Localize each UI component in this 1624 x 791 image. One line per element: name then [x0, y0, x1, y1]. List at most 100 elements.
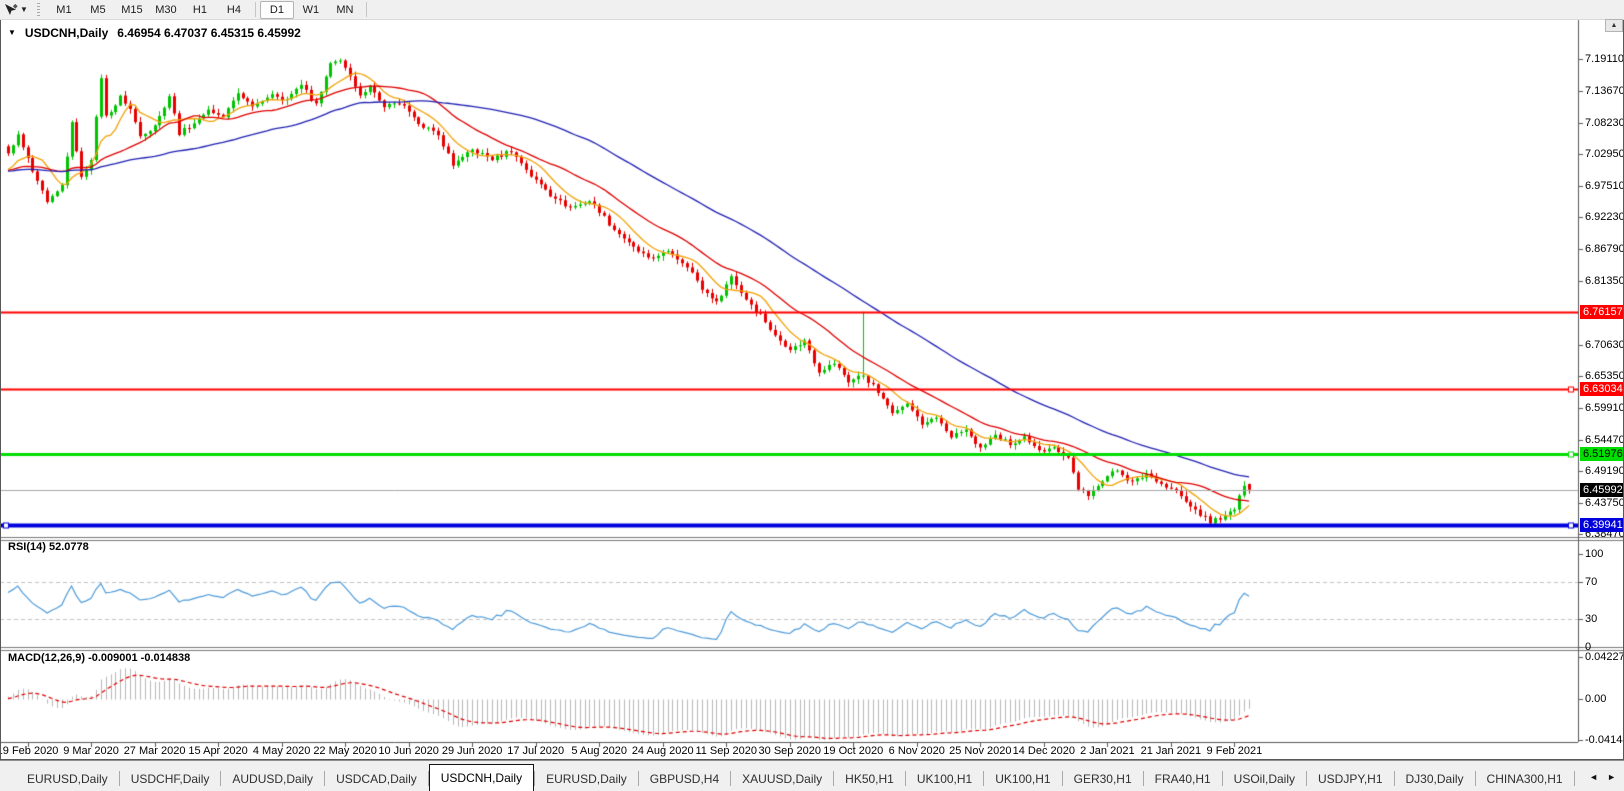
macd-axis-label: 0.00 — [1585, 693, 1607, 705]
date-axis-label: 17 Jul 2020 — [507, 745, 565, 757]
tab-separator — [833, 771, 835, 786]
chart-header: ▼ USDCNH,Daily 6.46954 6.47037 6.45315 6… — [8, 26, 301, 40]
tab-separator — [904, 771, 906, 786]
symbol-tab-hk50-h1[interactable]: HK50,H1 — [845, 772, 894, 786]
tab-separator — [1306, 771, 1308, 786]
symbol-tab-gbpusd-h4[interactable]: GBPUSD,H4 — [649, 772, 720, 786]
date-axis-label: 11 Sep 2020 — [695, 745, 758, 757]
tab-separator — [1393, 771, 1395, 786]
price-axis-label: 7.19110 — [1585, 53, 1624, 65]
timeframe-mn-button[interactable]: MN — [336, 3, 354, 16]
symbol-tab-china300-h1[interactable]: CHINA300,H1 — [1486, 772, 1563, 786]
price-axis-label: 6.65350 — [1585, 370, 1624, 382]
price-axis-label: 7.08230 — [1585, 117, 1624, 129]
price-axis-label: 6.97510 — [1585, 180, 1624, 192]
price-axis-label: 6.49190 — [1585, 465, 1624, 477]
symbol-tab-uk100-h1[interactable]: UK100,H1 — [916, 772, 973, 786]
date-axis-label: 9 Feb 2021 — [1206, 745, 1263, 757]
chart-symbol-label: USDCNH,Daily — [24, 26, 109, 40]
macd-axis-label: 0.042275 — [1585, 651, 1624, 663]
date-axis-label: 10 Jun 2020 — [378, 745, 439, 757]
rsi-axis-label: 0 — [1585, 641, 1592, 653]
rsi-indicator-label: RSI(14) 52.0778 — [8, 541, 89, 553]
date-axis-label: 2 Jan 2021 — [1080, 745, 1135, 757]
toolbar-separator — [365, 2, 367, 17]
symbol-tab-dj30-daily[interactable]: DJ30,Daily — [1405, 772, 1464, 786]
timeframe-m5-button[interactable]: M5 — [90, 3, 106, 16]
tab-separator — [1142, 771, 1144, 786]
symbol-tab-eurusd-daily[interactable]: EURUSD,Daily — [27, 772, 108, 786]
price-axis-label: 6.86790 — [1585, 243, 1624, 255]
tab-separator — [427, 771, 429, 786]
tool-dropdown-caret-icon[interactable]: ▼ — [20, 5, 28, 14]
symbol-tab-usoil-daily[interactable]: USOil,Daily — [1233, 772, 1296, 786]
tab-separator — [730, 771, 732, 786]
tab-scroll-right-icon[interactable]: ► — [1607, 771, 1616, 782]
tab-separator — [118, 771, 120, 786]
scroll-up-button[interactable]: ▲ — [1605, 19, 1623, 32]
symbol-tab-ger30-h1[interactable]: GER30,H1 — [1073, 772, 1132, 786]
timeframe-h4-button[interactable]: H4 — [226, 3, 241, 16]
date-axis-label: 5 Aug 2020 — [571, 745, 628, 757]
date-axis-label: 6 Nov 2020 — [888, 745, 945, 757]
tab-separator — [1221, 771, 1223, 786]
symbol-tab-eurusd-daily[interactable]: EURUSD,Daily — [546, 772, 627, 786]
timeframe-h1-button[interactable]: H1 — [192, 3, 207, 16]
symbol-tab-usdjpy-h1[interactable]: USDJPY,H1 — [1318, 772, 1383, 786]
timeframe-m1-button[interactable]: M1 — [56, 3, 72, 16]
tab-separator — [637, 771, 639, 786]
date-axis-label: 30 Sep 2020 — [758, 745, 821, 757]
macd-indicator-label: MACD(12,26,9) -0.009001 -0.014838 — [8, 652, 191, 664]
date-axis-label: 14 Dec 2020 — [1012, 745, 1076, 757]
timeframe-w1-button[interactable]: W1 — [302, 3, 320, 16]
date-axis-label: 29 Jun 2020 — [441, 745, 503, 757]
symbol-tab-uk100-h1[interactable]: UK100,H1 — [995, 772, 1051, 786]
date-axis-label: 27 Mar 2020 — [123, 745, 186, 757]
symbol-tab-usdcnh-daily[interactable]: USDCNH,Daily — [428, 764, 535, 791]
tab-separator — [324, 771, 326, 786]
rsi-axis-label: 100 — [1585, 548, 1604, 560]
symbol-tab-xauusd-daily[interactable]: XAUUSD,Daily — [742, 772, 823, 786]
price-axis-label: 6.92230 — [1585, 211, 1624, 223]
price-axis-label: 6.70630 — [1585, 339, 1624, 351]
symbol-tab-usdchf-daily[interactable]: USDCHF,Daily — [130, 772, 210, 786]
date-axis-label: 24 Aug 2020 — [631, 745, 694, 757]
level-price-badge: 6.39941 — [1580, 518, 1624, 532]
rsi-axis-label: 30 — [1585, 613, 1598, 625]
tab-separator — [1061, 771, 1063, 786]
tab-separator — [1573, 771, 1575, 786]
symbol-tab-fra40-h1[interactable]: FRA40,H1 — [1154, 772, 1211, 786]
tab-separator — [220, 771, 222, 786]
price-axis-label: 6.59910 — [1585, 402, 1624, 414]
toolbar-separator — [254, 2, 256, 17]
tab-separator — [983, 771, 985, 786]
tab-scroll-left-icon[interactable]: ◄ — [1589, 771, 1599, 782]
current-price-badge: 6.45992 — [1580, 483, 1624, 497]
date-axis-label: 9 Mar 2020 — [63, 745, 119, 757]
tab-scroll-arrows: ◄ ► — [1579, 762, 1624, 791]
price-axis-label: 6.81350 — [1585, 275, 1624, 287]
chart-collapse-icon[interactable]: ▼ — [8, 27, 16, 37]
tab-separator — [1474, 771, 1476, 786]
macd-axis-label: -0.04148 — [1585, 734, 1624, 746]
timeframe-m30-button[interactable]: M30 — [155, 3, 177, 16]
timeframe-m15-button[interactable]: M15 — [121, 3, 143, 16]
toolbar: ▼ M1 M5 M15 M30 H1 H4 D1 W1 MN — [0, 0, 1624, 20]
symbol-tab-audusd-daily[interactable]: AUDUSD,Daily — [232, 772, 314, 786]
level-price-badge: 6.76157 — [1580, 305, 1624, 319]
date-axis-label: 19 Feb 2020 — [0, 745, 59, 757]
timeframe-d1-button[interactable]: D1 — [259, 0, 294, 19]
date-axis-label: 21 Jan 2021 — [1140, 745, 1202, 757]
crosshair-pointer-icon[interactable] — [3, 2, 19, 17]
toolbar-grip[interactable] — [36, 2, 40, 17]
price-axis-label: 6.54470 — [1585, 434, 1624, 446]
chart-ohlc-values: 6.46954 6.47037 6.45315 6.45992 — [117, 26, 301, 40]
price-axis-label: 6.43750 — [1585, 497, 1624, 509]
date-axis-label: 15 Apr 2020 — [188, 745, 248, 757]
level-price-badge: 6.63034 — [1580, 382, 1624, 396]
symbol-tabbar: EURUSD,Daily USDCHF,Daily AUDUSD,Daily USDC… — [0, 760, 1624, 791]
symbol-tab-usdcad-daily[interactable]: USDCAD,Daily — [336, 772, 417, 786]
tab-separator — [534, 771, 536, 786]
date-axis-label: 19 Oct 2020 — [823, 745, 884, 757]
